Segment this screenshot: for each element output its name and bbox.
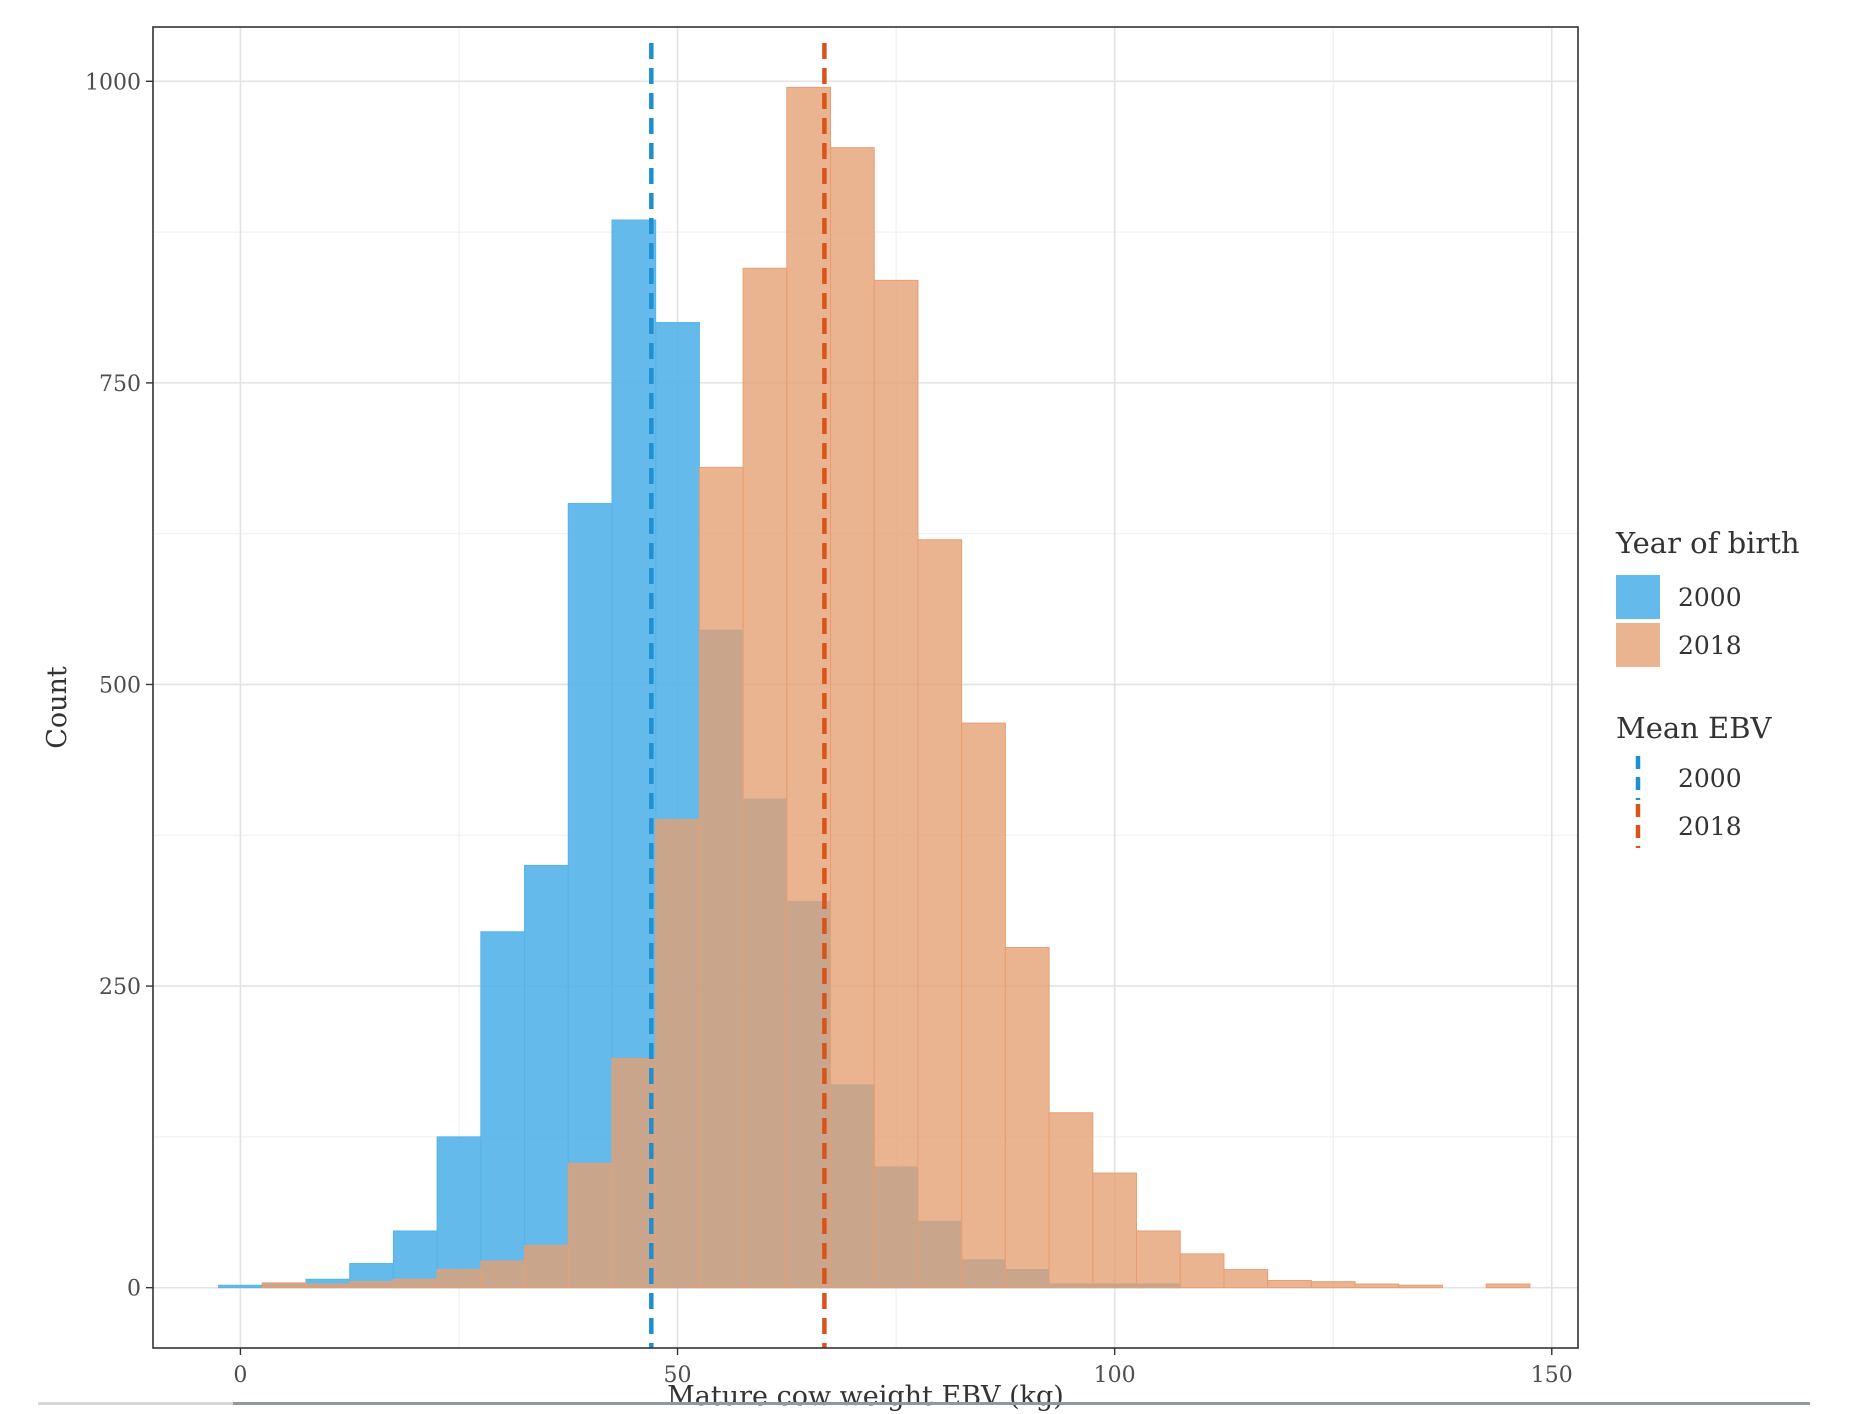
bar-2018-75	[873, 279, 919, 1289]
bottom-rule	[38, 1402, 1810, 1405]
bar-2018-90	[1004, 946, 1050, 1289]
legend-fill-title: Year of birth	[1615, 526, 1800, 560]
legend-line-label-2000: 2000	[1678, 764, 1742, 793]
bar-2018-65	[786, 86, 832, 1289]
plot-panel-border	[152, 26, 1579, 1349]
bar-2018-55	[698, 466, 744, 1289]
bar-2018-15	[349, 1281, 394, 1289]
bottom-rule-shade	[233, 1402, 1810, 1405]
bar-2018-105	[1136, 1230, 1181, 1289]
legend-fill-label-2018: 2018	[1678, 631, 1742, 660]
x-tick-label: 100	[1094, 1363, 1136, 1388]
bar-2018-30	[480, 1260, 526, 1289]
bar-2000-25	[436, 1136, 482, 1289]
x-axis-title: Mature cow weight EBV (kg)	[667, 1381, 1064, 1412]
bar-2018-80	[917, 539, 963, 1289]
histogram-bars	[218, 86, 1531, 1289]
y-tick-label: 1000	[85, 70, 141, 95]
y-axis-ticks: 0 250 500 750 1000	[85, 70, 153, 1302]
y-tick-label: 0	[127, 1277, 141, 1302]
bar-2018-135	[1398, 1284, 1443, 1289]
y-tick-label: 250	[99, 975, 141, 1000]
bar-2018-10	[305, 1283, 351, 1289]
y-axis-title: Count	[42, 666, 73, 749]
bar-2018-145	[1485, 1283, 1531, 1289]
bar-2018-130	[1354, 1283, 1400, 1289]
bar-2018-115	[1223, 1269, 1269, 1289]
x-tick-label: 0	[233, 1363, 247, 1388]
legend-fill-key-2018	[1616, 623, 1660, 667]
bar-2018-110	[1179, 1253, 1225, 1289]
x-tick-label: 50	[664, 1363, 692, 1388]
bar-2000-0	[218, 1284, 263, 1289]
bar-2018-35	[524, 1244, 569, 1289]
bar-2018-100	[1092, 1172, 1138, 1289]
x-tick-label: 150	[1531, 1363, 1573, 1388]
bar-2018-40	[567, 1162, 613, 1289]
bar-2018-60	[742, 267, 788, 1289]
bar-2000-30	[480, 931, 526, 1289]
bar-2018-20	[392, 1278, 438, 1289]
legend-line-label-2018: 2018	[1678, 812, 1742, 841]
bar-2018-125	[1310, 1281, 1356, 1289]
bar-2018-120	[1267, 1279, 1312, 1289]
mean-lines	[649, 43, 827, 1348]
x-axis-ticks: 0 50 100 150	[233, 1348, 1573, 1388]
bar-2018-45	[611, 1057, 657, 1289]
bar-2018-85	[961, 722, 1006, 1289]
bar-2000-35	[524, 864, 569, 1289]
bar-2018-70	[830, 147, 875, 1289]
y-tick-label: 500	[99, 673, 141, 698]
bar-2018-95	[1048, 1112, 1094, 1289]
y-tick-label: 750	[99, 372, 141, 397]
legend: Year of birth 2000 2018 Mean EBV 2000 20…	[1615, 526, 1800, 848]
bar-2018-50	[655, 819, 700, 1289]
legend-line-title: Mean EBV	[1616, 711, 1773, 745]
legend-fill-label-2000: 2000	[1678, 583, 1742, 612]
legend-fill-key-2000	[1616, 575, 1660, 619]
bar-2018-25	[436, 1269, 482, 1289]
series-2018	[261, 86, 1531, 1289]
bar-2018-5	[261, 1282, 307, 1289]
